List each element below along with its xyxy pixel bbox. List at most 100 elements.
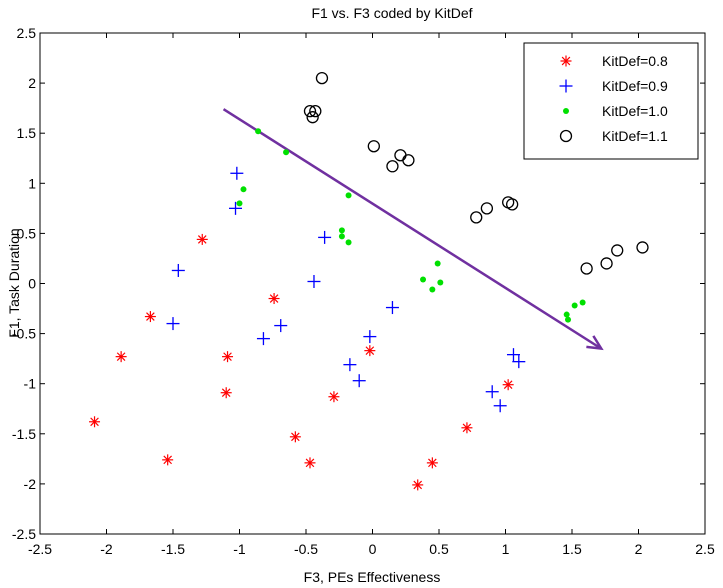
data-point [364,345,376,357]
data-point [363,330,377,344]
data-point [89,416,101,428]
data-point [461,422,473,434]
legend-marker [563,108,569,114]
data-point [166,317,180,331]
y-tick-label: 0 [28,276,36,292]
data-point [512,355,526,369]
legend-label: KitDef=1.1 [602,128,668,144]
x-tick-label: 2.5 [695,541,715,557]
y-tick-label: 1.5 [17,125,37,141]
data-point [229,201,243,215]
x-tick-label: -1.5 [161,541,185,557]
data-point [256,332,270,346]
x-tick-label: -2 [100,541,113,557]
data-point [289,431,301,443]
series-circle [303,71,649,275]
data-point [429,286,436,293]
data-point [171,263,185,277]
data-point [268,293,280,305]
y-axis: -2.5 -2 -1.5 -1 -0.5 0 0.5 1 1.5 2 2.5 [12,25,705,542]
x-tick-label: -2.5 [28,541,52,557]
series-asterisk [89,233,514,491]
data-point [345,192,352,199]
data-point [338,233,345,240]
data-point [309,105,322,118]
x-tick-label: -0.5 [294,541,318,557]
data-point [162,454,174,466]
y-tick-label: -2.5 [12,526,36,542]
data-point [222,351,234,363]
data-point [240,186,247,193]
data-point [485,385,499,399]
legend-label: KitDef=0.9 [602,78,668,94]
data-point [352,374,366,388]
data-point [571,302,578,309]
legend-marker [559,129,573,143]
data-point [283,149,290,156]
data-point [315,71,329,85]
x-tick-label: 1.5 [562,541,582,557]
x-axis: -2.5 -2 -1.5 -1 -0.5 0 0.5 1 1.5 2 2.5 [28,33,715,557]
data-point [437,279,444,286]
data-point [367,140,380,153]
data-point [196,233,208,245]
data-point [386,160,399,173]
arrow-shaft [222,108,602,350]
y-tick-label: -1.5 [12,426,36,442]
data-point [402,154,415,167]
data-point [579,299,586,306]
legend-marker [560,55,572,67]
data-point [345,239,352,246]
chart-title: F1 vs. F3 coded by KitDef [311,5,472,21]
legend-marker [559,79,573,93]
series-dot [236,128,586,323]
data-point [470,211,483,224]
y-axis-label: F1, Task Duration [6,228,22,337]
data-point [303,105,317,118]
data-point [343,358,357,372]
y-tick-label: -0.5 [12,326,36,342]
x-tick-label: 0 [369,541,377,557]
trend-arrow [222,108,604,351]
data-point [412,479,424,491]
legend-label: KitDef=0.8 [602,53,668,69]
data-point [255,128,262,135]
data-point [328,391,340,403]
x-tick-label: 2 [635,541,643,557]
data-point [493,399,507,413]
y-tick-label: -2 [24,476,37,492]
data-point [420,276,427,283]
data-point [426,457,438,469]
y-tick-label: 2.5 [17,25,37,41]
data-point [274,319,288,333]
data-point [563,311,570,318]
data-point [236,200,243,207]
data-point [306,111,319,124]
data-point [480,202,494,215]
data-point [434,260,441,267]
x-tick-label: 1 [502,541,510,557]
data-point [115,351,127,363]
series-plus [166,166,526,413]
data-point [304,457,316,469]
data-point [307,274,321,288]
data-point [318,230,332,244]
legend: KitDef=0.8 KitDef=0.9 KitDef=1.0 KitDef=1.1 [523,42,699,160]
data-point [636,241,649,254]
data-point [506,348,520,362]
legend-box [523,42,699,160]
data-point [385,301,399,315]
data-point [600,257,613,270]
y-tick-label: 1 [28,175,36,191]
arrow-head [586,335,604,351]
data-point [144,311,156,323]
y-tick-label: 0.5 [17,225,37,241]
data-point [502,379,514,391]
x-axis-label: F3, PEs Effectiveness [304,569,441,585]
data-point [506,198,519,211]
y-tick-label: -1 [24,376,37,392]
x-tick-label: -1 [233,541,246,557]
data-point [220,387,232,399]
y-tick-label: 2 [28,75,36,91]
